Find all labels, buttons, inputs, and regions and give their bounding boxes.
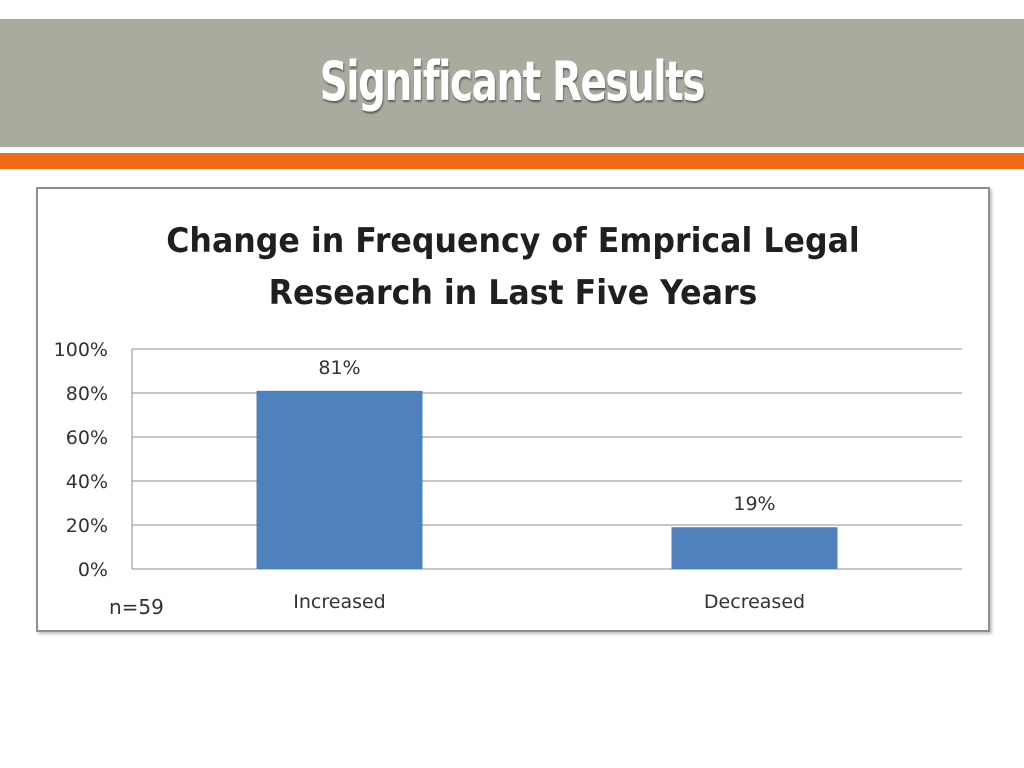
title-band: Significant Results [0, 19, 1024, 147]
slide-title: Significant Results [319, 49, 706, 113]
sample-size-note: n=59 [91, 587, 181, 627]
y-tick-label: 80% [66, 383, 108, 405]
chart-title-line-2: Research in Last Five Years [268, 273, 758, 313]
y-tick-label: 0% [78, 559, 108, 581]
chart-title: Change in Frequency of Emprical Legal Re… [71, 215, 955, 319]
y-tick-label: 60% [66, 427, 108, 449]
y-tick-label: 40% [66, 471, 108, 493]
y-tick-label: 20% [66, 515, 108, 537]
y-tick-label: 100% [54, 339, 108, 361]
chart-title-line-1: Change in Frequency of Emprical Legal [166, 221, 860, 261]
bar [256, 390, 423, 569]
bar-chart: 0% 20% 40% 60% 80% 100% 81% Increased 19% Decreas… [54, 339, 962, 613]
data-label: 19% [733, 493, 775, 515]
bar [671, 527, 838, 569]
chart-frame: Change in Frequency of Emprical Legal Re… [36, 187, 990, 632]
x-tick-label: Decreased [704, 591, 805, 613]
x-tick-label: Increased [293, 591, 385, 613]
accent-bar [0, 153, 1024, 169]
data-label: 81% [318, 357, 360, 379]
